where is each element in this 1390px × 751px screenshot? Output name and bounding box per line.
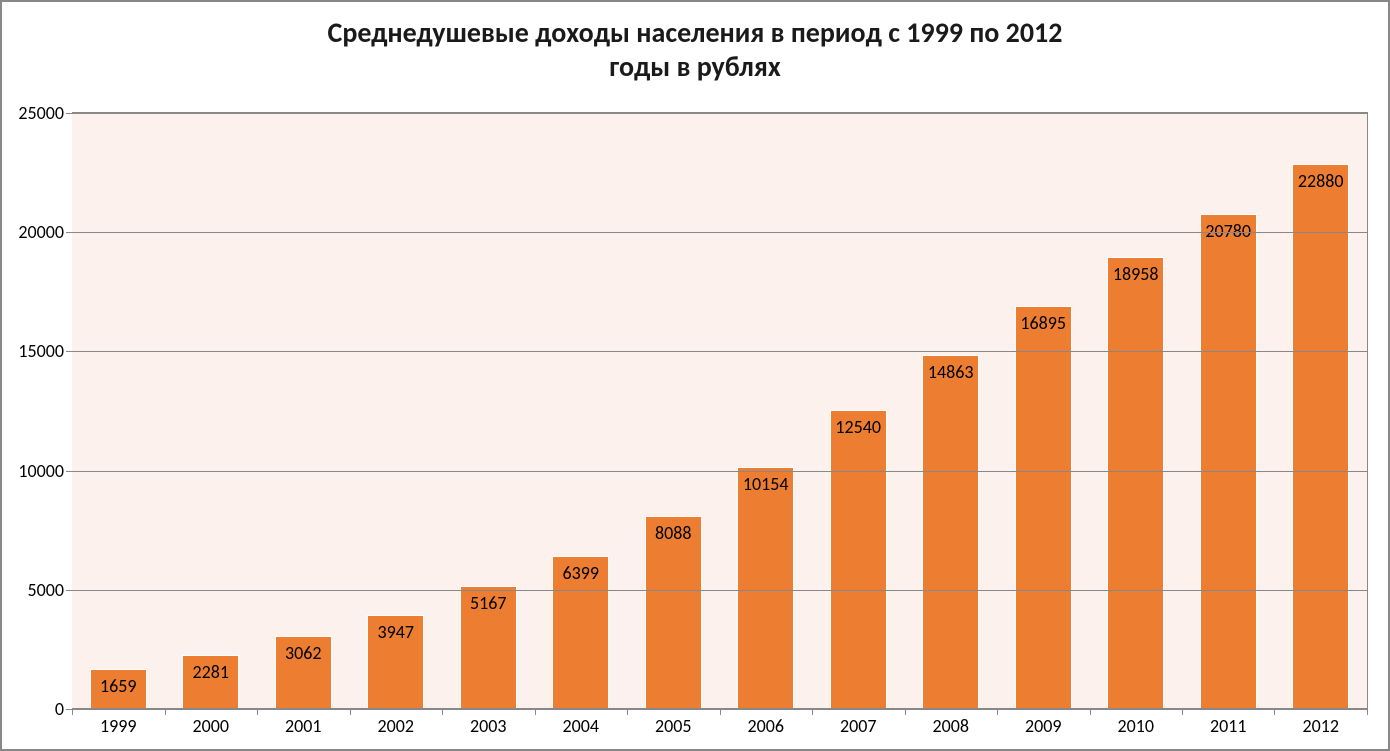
bar: 3062: [275, 636, 332, 709]
x-tick-mark: [535, 709, 536, 715]
bar-slot: 3947: [350, 113, 443, 709]
x-tick-label: 2002: [378, 709, 415, 737]
bar-value-label: 1659: [100, 675, 137, 697]
gridline: [72, 590, 1367, 591]
plot-area: 1659 2281 3062 3947 5167 6399 8088 10154 12540 14…: [72, 112, 1368, 709]
x-tick-mark: [165, 709, 166, 715]
bar-value-label: 8088: [655, 522, 692, 544]
x-tick-label: 2004: [563, 709, 600, 737]
x-tick-label: 1999: [100, 709, 137, 737]
chart-title: Среднедушевые доходы населения в период …: [2, 2, 1388, 89]
bar: 10154: [737, 467, 794, 709]
bar-slot: 14863: [905, 113, 998, 709]
x-tick-mark: [350, 709, 351, 715]
x-tick-label: 2011: [1210, 709, 1247, 737]
y-tick-label: 20000: [18, 221, 72, 243]
bar: 3947: [367, 615, 424, 709]
bar-value-label: 22880: [1298, 170, 1344, 192]
x-tick-mark: [1090, 709, 1091, 715]
bar: 6399: [552, 556, 609, 709]
bar: 8088: [645, 516, 702, 709]
x-tick-mark: [72, 709, 73, 715]
x-tick-label: 2001: [285, 709, 322, 737]
plot-wrap: 1659 2281 3062 3947 5167 6399 8088 10154 12540 14…: [72, 112, 1368, 709]
bar-value-label: 6399: [562, 562, 599, 584]
x-tick-label: 2000: [193, 709, 230, 737]
x-tick-label: 2012: [1303, 709, 1340, 737]
bar-slot: 3062: [257, 113, 350, 709]
bar-slot: 16895: [997, 113, 1090, 709]
x-tick-mark: [905, 709, 906, 715]
x-tick-mark: [720, 709, 721, 715]
bar-slot: 5167: [442, 113, 535, 709]
y-tick-label: 5000: [28, 579, 73, 601]
y-tick-label: 25000: [18, 102, 72, 124]
x-tick-mark: [257, 709, 258, 715]
x-tick-label: 2005: [655, 709, 692, 737]
x-tick-label: 2010: [1118, 709, 1155, 737]
bar-value-label: 12540: [835, 416, 881, 438]
x-tick-mark: [442, 709, 443, 715]
bar-value-label: 10154: [743, 473, 789, 495]
bar-slot: 12540: [812, 113, 905, 709]
x-tick-mark: [1367, 709, 1368, 715]
x-tick-mark: [1274, 709, 1275, 715]
bar-value-label: 3947: [377, 621, 414, 643]
bar-value-label: 20780: [1205, 220, 1251, 242]
bar-slot: 18958: [1090, 113, 1183, 709]
bar-value-label: 3062: [285, 642, 322, 664]
bar: 5167: [460, 586, 517, 709]
x-tick-label: 2006: [748, 709, 785, 737]
y-tick-label: 0: [55, 698, 72, 720]
bar: 12540: [830, 410, 887, 709]
bar: 22880: [1292, 164, 1349, 709]
bar-slot: 1659: [72, 113, 165, 709]
x-tick-label: 2009: [1025, 709, 1062, 737]
gridline: [72, 471, 1367, 472]
chart-frame: Среднедушевые доходы населения в период …: [0, 0, 1390, 751]
gridline: [72, 232, 1367, 233]
bar-value-label: 18958: [1113, 263, 1159, 285]
bar-slot: 2281: [165, 113, 258, 709]
bar: 14863: [922, 355, 979, 709]
x-tick-mark: [627, 709, 628, 715]
bar: 2281: [182, 655, 239, 709]
bar-slot: 6399: [535, 113, 628, 709]
bar-slot: 10154: [720, 113, 813, 709]
y-tick-label: 15000: [18, 340, 72, 362]
chart-title-line2: годы в рублях: [2, 50, 1388, 84]
x-tick-mark: [812, 709, 813, 715]
bars-container: 1659 2281 3062 3947 5167 6399 8088 10154 12540 14…: [72, 113, 1367, 709]
x-tick-mark: [1182, 709, 1183, 715]
x-tick-label: 2003: [470, 709, 507, 737]
x-tick-mark: [997, 709, 998, 715]
bar: 1659: [90, 669, 147, 709]
bar: 16895: [1015, 306, 1072, 709]
x-tick-label: 2007: [840, 709, 877, 737]
bar-slot: 8088: [627, 113, 720, 709]
bar-slot: 22880: [1274, 113, 1367, 709]
bar: 20780: [1200, 214, 1257, 709]
bar-value-label: 14863: [928, 361, 974, 383]
gridline: [72, 351, 1367, 352]
bar-value-label: 5167: [470, 592, 507, 614]
chart-title-line1: Среднедушевые доходы населения в период …: [2, 16, 1388, 50]
x-tick-label: 2008: [932, 709, 969, 737]
y-tick-label: 10000: [18, 460, 72, 482]
gridline: [72, 113, 1367, 114]
bar-slot: 20780: [1182, 113, 1275, 709]
bar-value-label: 2281: [192, 661, 229, 683]
bar-value-label: 16895: [1020, 312, 1066, 334]
bar: 18958: [1107, 257, 1164, 709]
